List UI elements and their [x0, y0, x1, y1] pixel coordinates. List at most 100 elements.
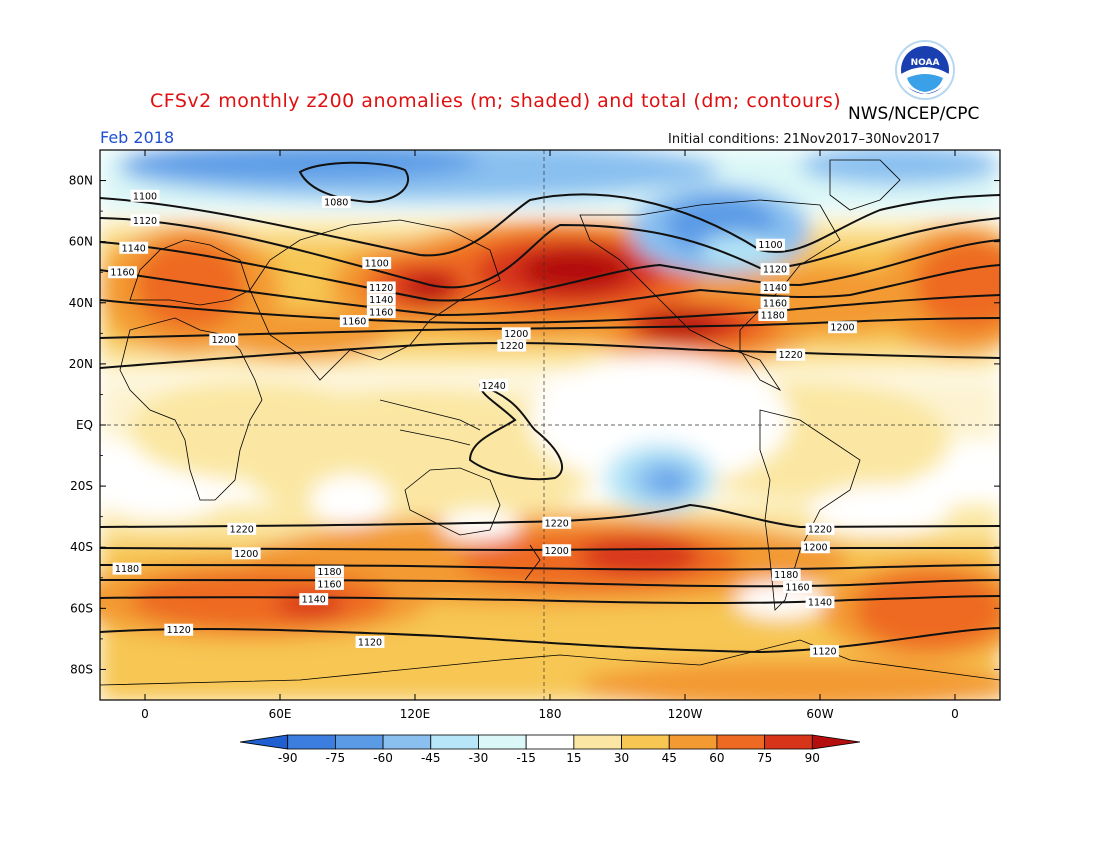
contour-label: 1200 [209, 333, 239, 346]
colorbar-swatch [621, 734, 670, 750]
contour-1120-south [100, 627, 1000, 654]
contour-label: 1120 [164, 623, 194, 636]
contour-label-text: 1200 [803, 543, 827, 554]
contour-label-text: 1140 [808, 598, 832, 609]
colorbar-swatch [334, 734, 384, 750]
contour-label: 1140 [760, 281, 790, 294]
contour-label: 1120 [810, 645, 839, 658]
lon-label: 120E [400, 707, 431, 721]
contour-1080 [298, 161, 410, 204]
contour-label: 1120 [760, 263, 790, 276]
contour-label-text: 1140 [302, 595, 326, 606]
colorbar-swatch [239, 734, 289, 750]
lat-label: 20N [69, 357, 93, 371]
contour-label: 1120 [355, 635, 385, 648]
contour-label: 1200 [231, 547, 261, 560]
colorbar-label: -45 [421, 751, 441, 765]
contour-1120 [100, 217, 1000, 289]
contour-label: 1100 [756, 238, 785, 251]
lon-label: 120W [668, 707, 703, 721]
colorbar-label: 15 [566, 751, 581, 765]
contour-label: 1160 [366, 305, 396, 318]
colorbar-swatch [811, 734, 861, 750]
noaa-logo: NOAA [895, 40, 955, 100]
contour-label-text: 1220 [808, 524, 832, 535]
lat-label: EQ [76, 418, 93, 432]
colorbar-label: 90 [805, 751, 820, 765]
contour-label-text: 1140 [763, 283, 787, 294]
contour-1200-south [100, 547, 1000, 551]
contour-label: 1140 [119, 241, 149, 254]
contour-1240 [468, 383, 564, 481]
contour-1140-south [100, 595, 1000, 605]
lat-label: 40N [69, 296, 93, 310]
contour-label-text: 1200 [212, 335, 236, 346]
contour-1180-south [100, 564, 1000, 571]
colorbar-swatch [287, 734, 336, 750]
contour-label-text: 1160 [785, 582, 809, 593]
colorbar-label: -15 [516, 751, 536, 765]
contour-label-text: 1220 [230, 524, 254, 535]
contour-label: 1180 [315, 565, 344, 578]
initial-conditions: Initial conditions: 21Nov2017–30Nov2017 [668, 132, 940, 147]
contour-1200 [100, 317, 1000, 339]
contour-label-text: 1100 [133, 191, 157, 202]
axis-ticks: 80N 60N 40N 20N EQ 20S 40S 60S 80S 0 60E 120E 180 120… [69, 149, 1000, 721]
contour-label: 1160 [108, 266, 137, 279]
contour-1180 [100, 294, 1000, 324]
contour-label: 1200 [542, 544, 572, 557]
colorbar-swatch [668, 734, 718, 750]
contour-label: 1220 [497, 339, 527, 352]
contour-label-text: 1140 [369, 295, 393, 306]
colorbar-swatch [764, 734, 813, 750]
lat-label: 60N [69, 235, 93, 249]
agency-label: NWS/NCEP/CPC [848, 104, 980, 124]
colorbar-label: 75 [757, 751, 772, 765]
lat-label: 60S [70, 601, 93, 615]
contour-label: 1180 [758, 309, 788, 322]
contour-1220-south [100, 503, 1000, 529]
contour-label-text: 1120 [167, 625, 191, 636]
lon-label: 60W [806, 707, 833, 721]
colorbar-label: -75 [326, 751, 346, 765]
colorbar-swatch [573, 734, 622, 750]
contour-label: 1220 [227, 522, 257, 535]
contour-label-text: 1140 [122, 243, 146, 254]
contour-label-text: 1120 [763, 265, 787, 276]
contour-label-text: 1120 [358, 637, 382, 648]
coast-greenland [829, 159, 901, 211]
lat-label: 80N [69, 174, 93, 188]
contour-label-text: 1240 [482, 381, 506, 392]
contour-label-text: 1160 [110, 268, 134, 279]
contour-label-text: 1200 [830, 323, 854, 334]
colorbar-label: 45 [662, 751, 677, 765]
contour-label-text: 1220 [500, 341, 524, 352]
contour-label: 1120 [366, 281, 396, 294]
coast-australia [404, 467, 501, 536]
colorbar-swatch [525, 734, 575, 750]
contour-label-text: 1180 [317, 567, 341, 578]
contour-label-text: 1120 [812, 647, 836, 658]
contour-label: 1100 [362, 257, 392, 270]
contour-label: 1160 [760, 296, 790, 309]
contour-label: 1200 [828, 321, 857, 334]
height-contours [100, 161, 1000, 654]
forecast-month: Feb 2018 [100, 128, 175, 147]
contour-label-text: 1120 [369, 283, 393, 294]
colorbar-label: -60 [373, 751, 393, 765]
contour-1140 [100, 239, 1000, 302]
contour-label-text: 1200 [504, 329, 528, 340]
lon-label: 0 [141, 707, 149, 721]
contour-label: 1100 [130, 189, 160, 202]
lat-label: 40S [70, 540, 93, 554]
contour-label: 1160 [783, 580, 812, 593]
contour-label-text: 1120 [133, 216, 157, 227]
contour-label: 1160 [315, 577, 344, 590]
contour-label: 1200 [501, 327, 531, 340]
contour-1220 [100, 341, 1000, 369]
contour-1160-south [100, 579, 1000, 588]
chart-title: CFSv2 monthly z200 anomalies (m; shaded)… [150, 90, 842, 112]
contour-label-text: 1080 [324, 197, 348, 208]
colorbar: -90 -75 -60 -45 -30 -15 15 30 45 60 75 90 [239, 734, 861, 765]
contour-label-text: 1100 [365, 259, 389, 270]
